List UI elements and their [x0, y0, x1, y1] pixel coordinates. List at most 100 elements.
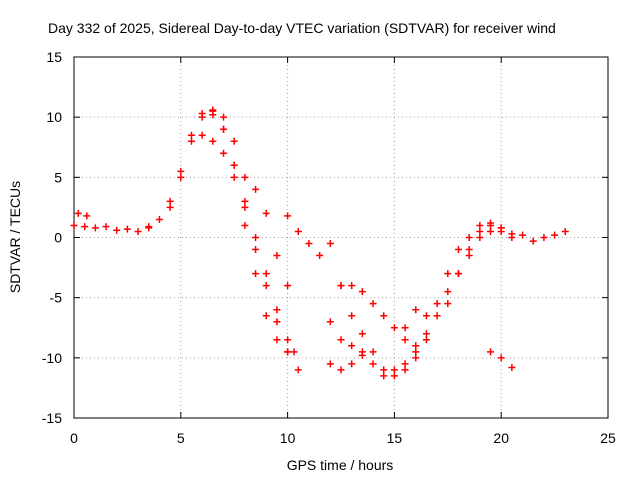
data-point [305, 240, 313, 248]
data-point [209, 106, 217, 114]
data-point [337, 336, 345, 344]
data-point [412, 354, 420, 362]
data-point [497, 224, 505, 232]
data-point [348, 342, 356, 350]
data-point [358, 330, 366, 338]
data-point [326, 360, 334, 368]
data-point [465, 252, 473, 260]
data-point [166, 197, 174, 205]
data-point [444, 270, 452, 278]
data-point [358, 351, 366, 359]
series-track-c [198, 131, 298, 356]
axis-ticks [73, 56, 609, 419]
data-point [284, 336, 292, 344]
data-point [487, 221, 495, 229]
y-tick-label: -5 [50, 290, 63, 306]
data-point [348, 360, 356, 368]
data-point [241, 221, 249, 229]
data-point [241, 197, 249, 205]
tick-labels: 0 5 10 15 20 25 -15 -10 -5 0 5 10 15 [42, 49, 616, 446]
x-tick-label: 15 [387, 430, 403, 446]
data-point [348, 282, 356, 290]
data-point [390, 366, 398, 374]
data-point [273, 318, 281, 326]
data-point [369, 348, 377, 356]
data-point [401, 324, 409, 332]
y-tick-label: 0 [54, 230, 62, 246]
data-point [519, 231, 527, 239]
data-point [487, 227, 495, 235]
data-point [540, 234, 548, 241]
series-track-e [284, 212, 302, 235]
data-point [220, 125, 228, 133]
series-track-a [70, 107, 292, 356]
data-point [422, 330, 430, 338]
data-point [230, 173, 238, 181]
data-point [187, 137, 195, 145]
data-point [476, 227, 484, 235]
series-track-j [337, 282, 420, 350]
data-point [155, 215, 163, 223]
data-point [262, 209, 270, 217]
data-point [209, 137, 217, 145]
x-tick-label: 10 [280, 430, 296, 446]
series-track-l [412, 219, 516, 350]
data-point [145, 223, 153, 231]
data-point [273, 306, 281, 314]
data-point [422, 312, 430, 320]
series-track-i [326, 351, 366, 374]
data-point [444, 300, 452, 308]
data-point [290, 348, 298, 356]
data-point [412, 306, 420, 314]
data-point [81, 223, 89, 231]
x-tick-label: 5 [177, 430, 185, 446]
data-point [198, 131, 206, 139]
data-point [220, 149, 228, 157]
data-point [262, 282, 270, 290]
data-point [294, 366, 302, 374]
x-tick-label: 20 [493, 430, 509, 446]
data-point [412, 342, 420, 350]
data-point [91, 224, 99, 232]
data-point [123, 225, 131, 233]
data-point [454, 246, 462, 254]
y-tick-label: -15 [42, 410, 62, 426]
data-point [422, 336, 430, 344]
y-tick-label: 10 [46, 109, 62, 125]
data-point [241, 173, 249, 181]
y-tick-label: 15 [46, 49, 62, 65]
data-point [561, 227, 569, 235]
data-point [390, 372, 398, 380]
series-track-n [487, 348, 516, 371]
data-point [273, 252, 281, 260]
data-point [220, 113, 228, 121]
data-point [465, 234, 473, 241]
data-point [508, 363, 516, 371]
data-point [284, 348, 292, 356]
series-track-g [326, 240, 420, 380]
data-point [369, 360, 377, 368]
data-point [326, 318, 334, 326]
x-tick-label: 25 [600, 430, 616, 446]
data-points [70, 106, 569, 380]
data-point [113, 226, 121, 234]
data-point [465, 246, 473, 254]
data-point [241, 203, 249, 211]
data-point [380, 312, 388, 320]
grid-lines [74, 57, 608, 418]
series-track-m [444, 221, 505, 308]
data-point [252, 234, 260, 241]
data-point [390, 324, 398, 332]
data-point [284, 212, 292, 220]
data-point [454, 270, 462, 278]
series-track-d [209, 106, 292, 290]
data-point [401, 336, 409, 344]
chart-title: Day 332 of 2025, Sidereal Day-to-day VTE… [48, 20, 556, 36]
series-track-k [401, 227, 569, 332]
data-point [380, 372, 388, 380]
data-point [337, 366, 345, 374]
data-point [74, 209, 82, 217]
data-point [497, 354, 505, 362]
